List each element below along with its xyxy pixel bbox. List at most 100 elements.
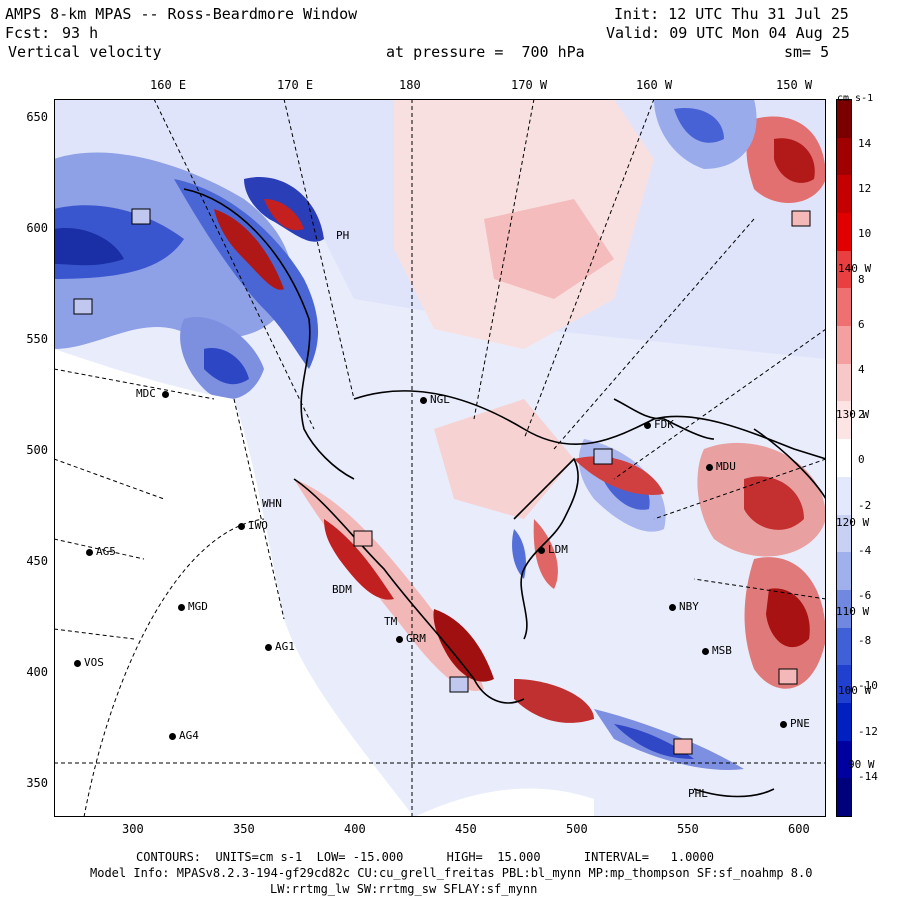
x-tick-350: 350 (233, 822, 255, 836)
station-marker (265, 643, 272, 651)
lon-label-130w: 130 W (836, 408, 870, 421)
colorbar-segment (837, 476, 851, 515)
station-ag1[interactable]: AG1 (265, 640, 295, 653)
colorbar-segment (837, 137, 851, 176)
colorbar (836, 99, 852, 817)
colorbar-segment (837, 702, 851, 742)
colorbar-tick: 6 (858, 317, 865, 331)
station-nby[interactable]: NBY (669, 600, 699, 613)
station-marker (169, 732, 176, 740)
lon-label-90w: 90 W (848, 758, 875, 771)
station-mdu[interactable]: MDU (706, 460, 736, 473)
station-tm[interactable]: TM (384, 615, 398, 628)
model-info: Model Info: MPASv8.2.3-194-gf29cd82c CU:… (90, 866, 813, 880)
field-name: Vertical velocity (8, 43, 162, 61)
colorbar-segment (837, 175, 851, 214)
colorbar-segment (837, 401, 851, 440)
station-marker (420, 396, 427, 404)
station-ag5[interactable]: AG5 (86, 545, 116, 558)
station-mgd[interactable]: MGD (178, 600, 208, 613)
init-time: Init: 12 UTC Thu 31 Jul 25 (614, 5, 849, 23)
station-grm[interactable]: GRM (396, 632, 426, 645)
station-ag4[interactable]: AG4 (169, 729, 199, 742)
y-tick-350: 350 (26, 776, 48, 790)
colorbar-units: cm s-1 (837, 93, 874, 104)
y-tick-550: 550 (26, 332, 48, 346)
pressure-level: at pressure = 700 hPa (386, 43, 585, 61)
colorbar-segment (837, 665, 851, 704)
colorbar-segment (837, 326, 851, 365)
lon-label-170e: 170 E (277, 78, 314, 92)
colorbar-tick: -2 (858, 498, 872, 512)
vertical-velocity-map[interactable]: MDC NGL FDK MDU IWO AG5 BDM MGD TM GRM A… (54, 99, 826, 817)
colorbar-tick: -12 (858, 724, 878, 738)
station-marker (669, 603, 676, 611)
colorbar-tick: 2 (858, 408, 865, 422)
station-ngl[interactable]: NGL (420, 393, 450, 406)
lon-label-140w: 140 W (838, 262, 872, 275)
colorbar-segment (837, 288, 851, 327)
colorbar-tick: -4 (858, 543, 872, 557)
lon-label-120w: 120 W (836, 516, 870, 529)
colorbar-segment (837, 250, 851, 289)
colorbar-segment (837, 552, 851, 591)
colorbar-segment (837, 589, 851, 629)
station-marker (702, 647, 709, 655)
colorbar-tick: -10 (858, 679, 878, 693)
y-tick-500: 500 (26, 443, 48, 457)
lon-label-110w: 110 W (836, 605, 870, 618)
colorbar-tick: -14 (858, 769, 878, 783)
station-ph[interactable]: PH (336, 229, 350, 242)
lon-label-100w: 100 W (838, 684, 872, 697)
colorbar-tick: 0 (858, 453, 865, 467)
colorbar-segment (837, 100, 851, 139)
station-vos[interactable]: VOS (74, 656, 104, 669)
lon-label-160e: 160 E (150, 78, 187, 92)
station-marker (178, 603, 185, 611)
x-tick-300: 300 (122, 822, 144, 836)
station-marker (706, 463, 713, 471)
x-tick-400: 400 (344, 822, 366, 836)
station-msb[interactable]: MSB (702, 644, 732, 657)
colorbar-segment (837, 514, 851, 553)
station-marker (538, 546, 545, 554)
station-ldm[interactable]: LDM (538, 543, 568, 556)
station-marker (396, 635, 403, 643)
model-info-line2: LW:rrtmg_lw SW:rrtmg_sw SFLAY:sf_mynn (270, 882, 538, 896)
colorbar-tick: 8 (858, 272, 865, 286)
x-tick-500: 500 (566, 822, 588, 836)
station-bdm[interactable]: BDM (332, 583, 352, 596)
y-tick-650: 650 (26, 110, 48, 124)
station-pne[interactable]: PNE (780, 717, 810, 730)
lon-label-180: 180 (399, 78, 421, 92)
y-tick-600: 600 (26, 221, 48, 235)
x-tick-550: 550 (677, 822, 699, 836)
colorbar-tick: -6 (858, 589, 872, 602)
contour-info: CONTOURS: UNITS=cm s-1 LOW= -15.000 HIGH… (136, 850, 714, 864)
x-tick-600: 600 (788, 822, 810, 836)
valid-time: Valid: 09 UTC Mon 04 Aug 25 (606, 24, 850, 42)
lon-label-160w: 160 W (636, 78, 673, 92)
colorbar-tick: 12 (858, 182, 872, 196)
colorbar-segment (837, 740, 851, 779)
station-marker (161, 390, 169, 398)
station-marker (86, 548, 93, 556)
smoothing-value: sm= 5 (784, 43, 830, 61)
y-tick-400: 400 (26, 665, 48, 679)
station-fdk[interactable]: FDK (644, 418, 674, 431)
station-mdc[interactable]: MDC (136, 387, 172, 400)
station-whn[interactable]: WHN (262, 497, 282, 510)
station-marker (74, 659, 81, 667)
station-marker (238, 522, 245, 530)
forecast-label: Fcst: (5, 24, 51, 42)
colorbar-segment (837, 627, 851, 666)
colorbar-segment (837, 363, 851, 402)
station-marker (780, 720, 787, 728)
colorbar-tick: 10 (858, 227, 872, 241)
colorbar-segment (837, 213, 851, 252)
colorbar-tick: 14 (858, 137, 872, 150)
forecast-hour: 93 h (62, 24, 99, 42)
station-iwo[interactable]: IWO (238, 519, 268, 532)
station-phl[interactable]: PHL (688, 787, 708, 800)
station-marker (644, 421, 651, 429)
